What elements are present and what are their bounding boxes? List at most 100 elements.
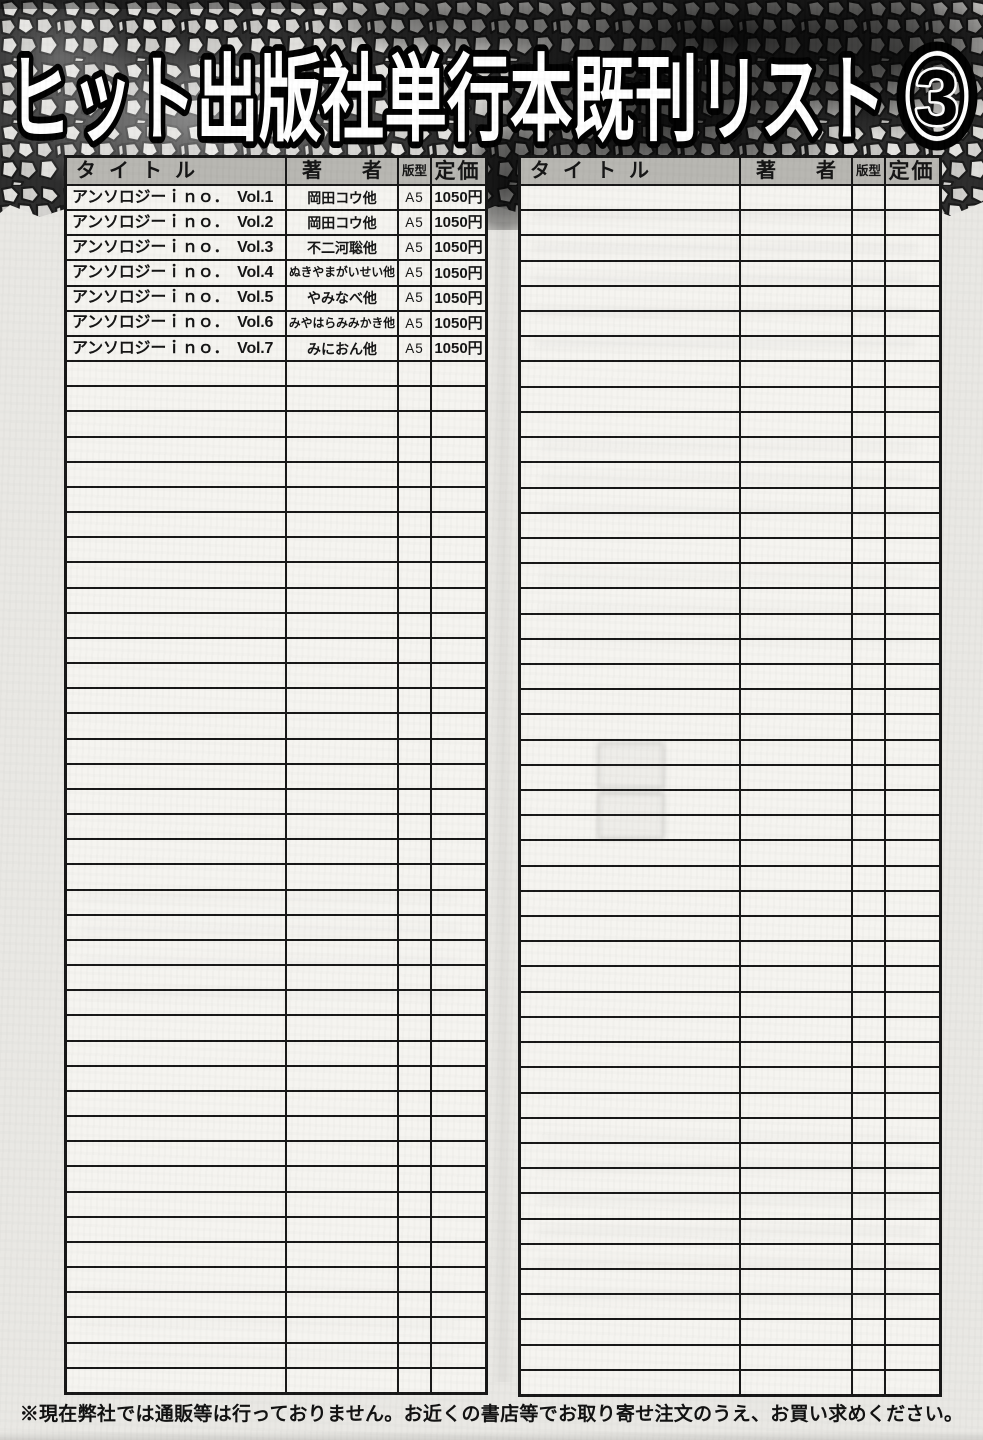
cell-title-empty bbox=[521, 1295, 739, 1319]
cell-author-empty bbox=[741, 1093, 851, 1117]
cell-title-empty bbox=[521, 690, 739, 714]
cell-format-empty bbox=[399, 865, 430, 889]
cell-price-empty bbox=[432, 387, 485, 411]
cell-price-empty bbox=[886, 186, 939, 210]
cell-price-empty bbox=[432, 789, 485, 814]
cell-author-empty bbox=[287, 588, 397, 612]
cell-price-empty bbox=[886, 690, 939, 714]
cell-title-empty bbox=[521, 286, 739, 311]
cell-author-empty bbox=[741, 690, 851, 714]
cell-price-empty bbox=[432, 412, 485, 436]
cell-format-empty bbox=[399, 1343, 430, 1367]
cell-price-empty bbox=[432, 1242, 485, 1267]
cell-format: A5 bbox=[399, 286, 430, 310]
cell-author-empty bbox=[741, 286, 851, 311]
cell-author: 岡田コウ他 bbox=[287, 186, 397, 210]
cell-author-empty bbox=[741, 186, 851, 210]
cell-title-empty bbox=[521, 614, 739, 638]
cell-title-empty bbox=[521, 1068, 739, 1092]
cell-format-empty bbox=[399, 1142, 430, 1166]
cell-author-empty bbox=[741, 564, 851, 588]
cell-title-empty bbox=[521, 1017, 739, 1042]
cell-author-empty bbox=[741, 1194, 851, 1218]
cell-format-empty bbox=[399, 840, 430, 864]
cell-format-empty bbox=[399, 437, 430, 461]
cell-title-empty bbox=[521, 463, 739, 487]
cell-format-empty bbox=[853, 1118, 884, 1142]
cell-price-empty bbox=[886, 286, 939, 311]
cell-title: アンソロジーｉｎｏ． Vol.5 bbox=[67, 286, 285, 310]
cell-title: アンソロジーｉｎｏ． Vol.6 bbox=[67, 311, 285, 335]
cell-format-empty bbox=[853, 891, 884, 916]
cell-format-empty bbox=[399, 362, 430, 386]
cell-title-empty bbox=[67, 487, 285, 512]
cell-title-empty bbox=[67, 588, 285, 612]
cell-price-empty bbox=[886, 1017, 939, 1042]
cell-title-empty bbox=[67, 563, 285, 587]
cell-title-empty bbox=[67, 387, 285, 411]
cell-format-empty bbox=[853, 690, 884, 714]
cell-price-empty bbox=[886, 387, 939, 411]
cell-title-empty bbox=[521, 261, 739, 285]
cell-format-empty bbox=[399, 1117, 430, 1141]
volume-badge: 3 bbox=[896, 41, 978, 151]
cell-title-empty bbox=[67, 840, 285, 864]
cell-author-empty bbox=[287, 487, 397, 512]
cell-author-empty bbox=[741, 589, 851, 613]
cell-price-empty bbox=[886, 312, 939, 336]
cell-author-empty bbox=[287, 437, 397, 461]
cell-author-empty bbox=[287, 789, 397, 814]
cell-title: アンソロジーｉｎｏ． Vol.3 bbox=[67, 236, 285, 260]
cell-author-empty bbox=[741, 1017, 851, 1042]
cell-price-empty bbox=[432, 991, 485, 1015]
cell-price-empty bbox=[886, 614, 939, 638]
cell-title-empty bbox=[521, 816, 739, 840]
cell-title-empty bbox=[521, 538, 739, 563]
cell-price-empty bbox=[886, 866, 939, 890]
cell-price-empty bbox=[432, 1318, 485, 1342]
cell-title-empty bbox=[521, 1345, 739, 1369]
cell-format-empty bbox=[399, 815, 430, 839]
cell-format-empty bbox=[399, 613, 430, 637]
cell-price-empty bbox=[886, 841, 939, 865]
cell-author-empty bbox=[741, 1068, 851, 1092]
cell-title-empty bbox=[521, 715, 739, 739]
cell-price-empty bbox=[886, 589, 939, 613]
cell-title-empty bbox=[521, 1244, 739, 1268]
cell-author-empty bbox=[741, 1043, 851, 1067]
cell-author-empty bbox=[741, 1244, 851, 1268]
column-header-author: 著者 bbox=[741, 158, 851, 184]
cell-title-empty bbox=[67, 714, 285, 738]
column-header-price: 定価 bbox=[432, 158, 485, 184]
cell-price-empty bbox=[886, 412, 939, 437]
cell-price-empty bbox=[886, 791, 939, 815]
cell-price-empty bbox=[432, 462, 485, 486]
cell-author-empty bbox=[741, 438, 851, 462]
cell-format-empty bbox=[399, 1268, 430, 1292]
cell-author-empty bbox=[741, 412, 851, 437]
cell-format-empty bbox=[853, 967, 884, 991]
cell-author-empty bbox=[287, 915, 397, 939]
cell-title-empty bbox=[67, 1142, 285, 1166]
cell-price: 1050円 bbox=[432, 261, 485, 285]
cell-author-empty bbox=[287, 1192, 397, 1216]
cell-title-empty bbox=[521, 236, 739, 260]
cell-format-empty bbox=[853, 463, 884, 487]
cell-author-empty bbox=[741, 967, 851, 991]
cell-format-empty bbox=[853, 337, 884, 361]
cell-format-empty bbox=[853, 312, 884, 336]
cell-author-empty bbox=[741, 791, 851, 815]
cell-price-empty bbox=[886, 1370, 939, 1394]
cell-price: 1050円 bbox=[432, 236, 485, 260]
cell-price-empty bbox=[432, 613, 485, 637]
cell-title-empty bbox=[521, 1194, 739, 1218]
cell-title: アンソロジーｉｎｏ． Vol.2 bbox=[67, 211, 285, 235]
cell-author-empty bbox=[287, 1268, 397, 1292]
cell-format-empty bbox=[399, 1066, 430, 1090]
cell-author-empty bbox=[741, 211, 851, 235]
cell-price-empty bbox=[886, 211, 939, 235]
cell-title-empty bbox=[521, 891, 739, 916]
cell-title-empty bbox=[67, 538, 285, 562]
cell-format: A5 bbox=[399, 261, 430, 285]
cell-format-empty bbox=[399, 991, 430, 1015]
